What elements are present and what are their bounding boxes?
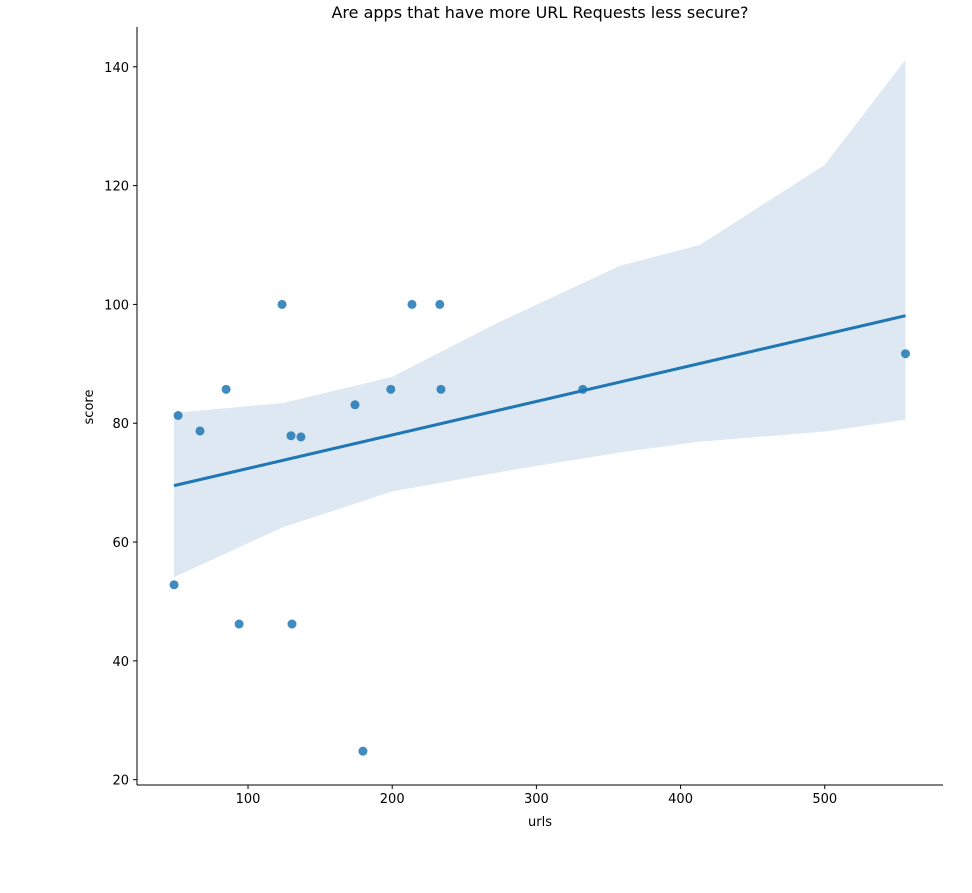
x-axis-label: urls [528, 815, 552, 830]
confidence-band [174, 59, 906, 578]
x-tick-label: 500 [812, 792, 837, 807]
data-point [901, 349, 911, 359]
data-point [221, 384, 231, 394]
data-point [435, 299, 445, 309]
data-point [358, 746, 368, 756]
data-point [350, 400, 360, 410]
data-point [277, 299, 287, 309]
regression-line [173, 314, 906, 488]
y-tick-label: 20 [112, 774, 129, 789]
y-tick-label: 120 [104, 180, 129, 195]
data-point [234, 619, 244, 629]
chart-title: Are apps that have more URL Requests les… [331, 3, 748, 22]
data-point [173, 411, 183, 421]
y-tick-label: 40 [112, 655, 129, 670]
data-point [287, 619, 297, 629]
data-point [578, 384, 588, 394]
x-tick-label: 400 [668, 792, 693, 807]
data-point [407, 299, 417, 309]
y-axis-label: score [82, 390, 97, 425]
data-point [195, 426, 205, 436]
data-point [386, 384, 396, 394]
data-point [296, 432, 306, 442]
y-tick-label: 80 [112, 417, 129, 432]
x-tick-label: 100 [236, 792, 261, 807]
x-tick-label: 300 [524, 792, 549, 807]
y-tick-label: 60 [112, 536, 129, 551]
y-tick-label: 100 [104, 298, 129, 313]
data-point [169, 580, 179, 590]
data-point [286, 431, 296, 441]
x-tick-label: 200 [380, 792, 405, 807]
data-point [436, 384, 446, 394]
y-tick-label: 140 [104, 61, 129, 76]
